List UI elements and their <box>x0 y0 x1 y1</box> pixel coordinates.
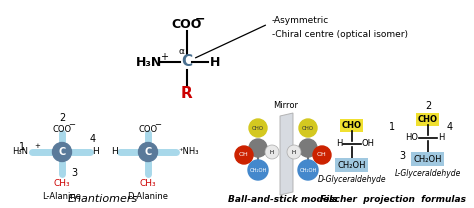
Text: CHO: CHO <box>252 125 264 130</box>
Text: ⁺NH₃: ⁺NH₃ <box>178 147 199 156</box>
Text: CHO: CHO <box>418 114 438 124</box>
Text: H: H <box>92 147 99 156</box>
Text: +: + <box>34 143 40 149</box>
Text: 3: 3 <box>399 151 405 161</box>
Text: H: H <box>438 134 444 142</box>
Text: CH₂OH: CH₂OH <box>299 167 317 172</box>
Text: Fischer  projection  formulas: Fischer projection formulas <box>320 195 466 204</box>
Circle shape <box>299 119 317 137</box>
Circle shape <box>249 119 267 137</box>
Text: CH₂OH: CH₂OH <box>338 161 366 170</box>
Text: 1: 1 <box>389 122 395 132</box>
Text: 4: 4 <box>90 134 96 144</box>
Text: 4: 4 <box>447 122 453 132</box>
Text: H: H <box>292 150 296 155</box>
Circle shape <box>53 142 72 161</box>
Text: OH: OH <box>317 152 327 157</box>
Text: 1: 1 <box>19 142 25 152</box>
FancyBboxPatch shape <box>336 157 368 172</box>
Text: −: − <box>69 120 75 130</box>
Text: CH₃: CH₃ <box>140 179 156 188</box>
Text: H₃N: H₃N <box>136 56 162 68</box>
Text: R: R <box>181 87 193 102</box>
Text: H: H <box>336 140 342 149</box>
Text: COO: COO <box>138 125 157 134</box>
Text: −: − <box>155 120 162 130</box>
Text: Mirror: Mirror <box>273 101 299 110</box>
Text: C: C <box>58 147 65 157</box>
Text: α: α <box>179 47 185 57</box>
Text: D-Alanine: D-Alanine <box>128 192 168 201</box>
Circle shape <box>287 145 301 159</box>
Text: CHO: CHO <box>302 125 314 130</box>
Text: HO: HO <box>405 134 419 142</box>
FancyBboxPatch shape <box>340 119 364 131</box>
Circle shape <box>298 160 318 180</box>
Circle shape <box>265 145 279 159</box>
Circle shape <box>299 139 317 157</box>
Text: C: C <box>145 147 152 157</box>
Text: CH₂OH: CH₂OH <box>249 167 267 172</box>
Text: 2: 2 <box>59 113 65 123</box>
Text: Ball-and-stick models: Ball-and-stick models <box>228 195 338 204</box>
Text: OH: OH <box>362 140 374 149</box>
Circle shape <box>138 142 157 161</box>
Text: H: H <box>210 56 220 68</box>
Circle shape <box>249 139 267 157</box>
Text: CH₃: CH₃ <box>54 179 70 188</box>
FancyBboxPatch shape <box>417 113 439 125</box>
Text: COO: COO <box>172 17 202 31</box>
Text: H₃N: H₃N <box>12 147 28 156</box>
FancyBboxPatch shape <box>411 151 445 166</box>
Polygon shape <box>280 113 293 195</box>
Text: L-Alanine: L-Alanine <box>43 192 82 201</box>
Circle shape <box>248 160 268 180</box>
Text: H: H <box>111 147 118 156</box>
Text: 3: 3 <box>71 168 77 178</box>
Text: +: + <box>160 52 168 62</box>
Text: COO: COO <box>53 125 72 134</box>
Text: −: − <box>195 12 205 26</box>
Text: Enantiomers: Enantiomers <box>68 194 138 204</box>
Circle shape <box>313 146 331 164</box>
Text: CH₂OH: CH₂OH <box>414 155 442 163</box>
Text: 2: 2 <box>425 101 431 111</box>
Circle shape <box>235 146 253 164</box>
Text: CHO: CHO <box>342 120 362 130</box>
Text: D-Glyceraldehyde: D-Glyceraldehyde <box>318 175 386 184</box>
Text: OH: OH <box>239 152 249 157</box>
Text: -Asymmetric
-Chiral centre (optical isomer): -Asymmetric -Chiral centre (optical isom… <box>272 16 408 39</box>
Text: H: H <box>270 150 274 155</box>
Text: L-Glyceraldehyde: L-Glyceraldehyde <box>395 169 461 178</box>
Text: C: C <box>182 54 192 69</box>
